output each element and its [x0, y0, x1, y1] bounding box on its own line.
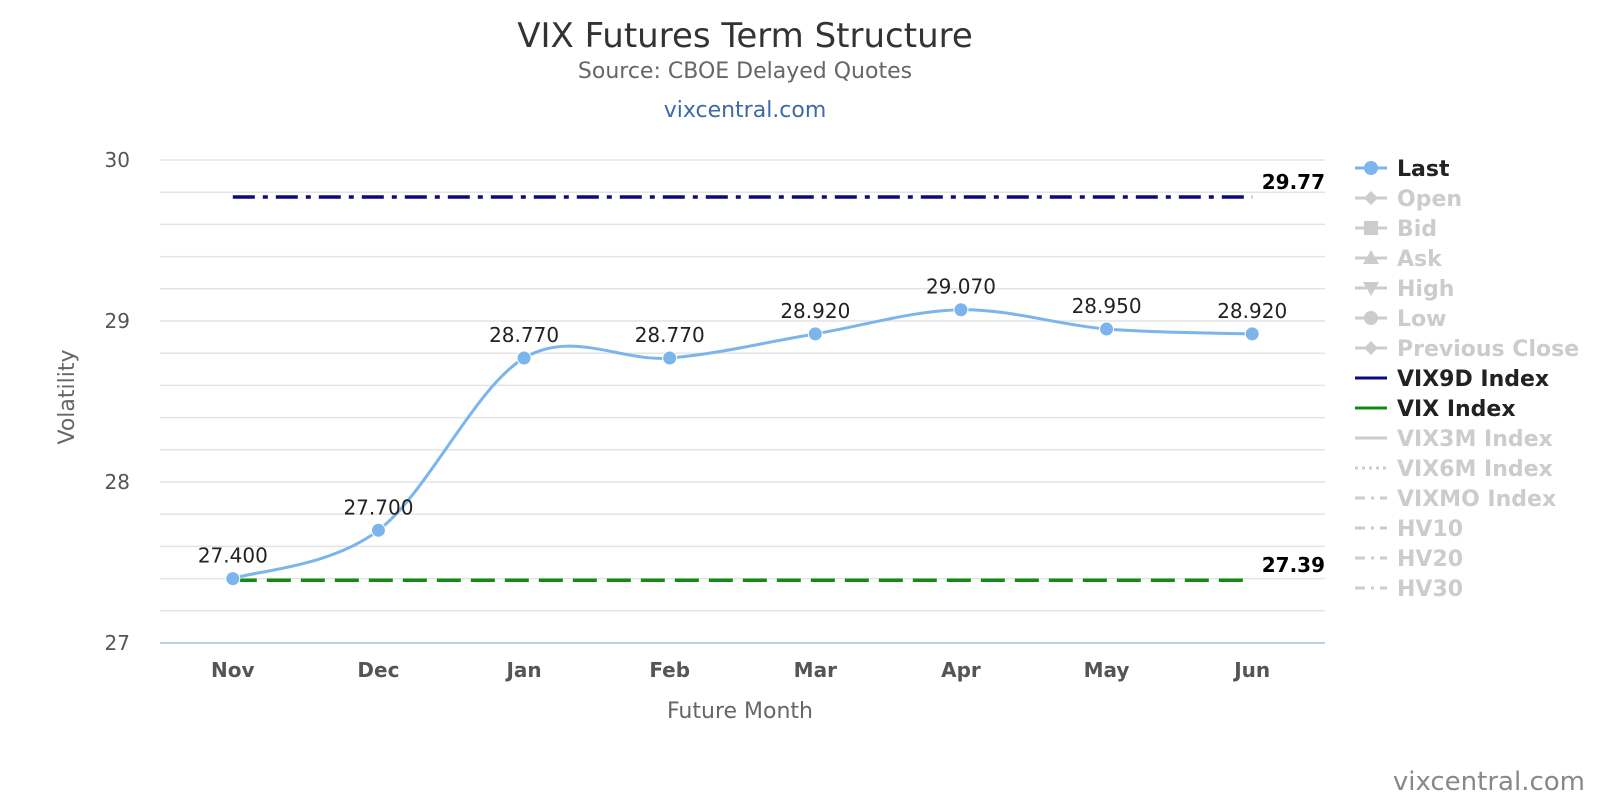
legend-item[interactable]: Previous Close: [1355, 337, 1579, 362]
reference-line-label: 29.77: [1262, 170, 1325, 194]
legend-label: HV20: [1397, 547, 1463, 572]
legend-item[interactable]: Open: [1355, 187, 1462, 212]
legend-circle-icon: [1364, 161, 1378, 175]
reference-line-label: 27.39: [1262, 553, 1325, 577]
legend-diamond-icon: [1364, 191, 1378, 205]
legend-item[interactable]: Low: [1355, 307, 1446, 332]
legend-item[interactable]: Ask: [1355, 247, 1443, 272]
legend-label: VIX6M Index: [1397, 457, 1553, 482]
legend: Last Open Bid Ask High Low Previous Close VIX9D…: [1355, 157, 1579, 602]
legend-label: Bid: [1397, 217, 1437, 242]
legend-label: VIX3M Index: [1397, 427, 1553, 452]
grid-lines: [160, 159, 1325, 644]
y-tick-label: 28: [105, 470, 130, 494]
y-axis-ticks: 27 28 29 30: [105, 148, 130, 655]
legend-label: Last: [1397, 157, 1450, 182]
data-label: 27.700: [343, 495, 413, 519]
legend-triangle-down-icon: [1363, 282, 1379, 296]
legend-label: HV10: [1397, 517, 1463, 542]
x-axis-ticks: Nov Dec Jan Feb Mar Apr May Jun: [211, 658, 1270, 682]
reference-lines: 29.77 27.39: [232, 170, 1325, 582]
x-tick-label: Dec: [357, 658, 399, 682]
data-label: 27.400: [198, 544, 268, 568]
x-tick-label: Jan: [504, 658, 541, 682]
x-tick-label: Apr: [941, 658, 981, 682]
y-tick-label: 29: [105, 309, 130, 333]
legend-label: Low: [1397, 307, 1446, 332]
legend-item[interactable]: VIXMO Index: [1355, 487, 1556, 512]
legend-label: VIXMO Index: [1397, 487, 1556, 512]
legend-circle-icon: [1364, 311, 1378, 325]
y-axis-title: Volatility: [55, 349, 80, 444]
legend-label: Open: [1397, 187, 1462, 212]
data-label: 28.950: [1072, 294, 1142, 318]
legend-label: VIX9D Index: [1397, 367, 1549, 392]
legend-label: Ask: [1397, 247, 1443, 272]
legend-label: VIX Index: [1397, 397, 1516, 422]
data-point: [953, 302, 969, 318]
x-tick-label: Nov: [211, 658, 255, 682]
y-tick-label: 27: [105, 631, 130, 655]
legend-triangle-icon: [1363, 250, 1379, 264]
x-axis-title: Future Month: [667, 699, 813, 724]
legend-item[interactable]: HV20: [1355, 547, 1463, 572]
x-tick-label: Jun: [1232, 658, 1270, 682]
legend-square-icon: [1364, 221, 1378, 235]
chart-subtitle: Source: CBOE Delayed Quotes: [578, 59, 912, 84]
data-point: [807, 326, 823, 342]
series-lines: [225, 302, 1260, 587]
legend-item[interactable]: VIX6M Index: [1355, 457, 1553, 482]
legend-label: Previous Close: [1397, 337, 1579, 362]
data-point: [662, 350, 678, 366]
legend-item[interactable]: VIX3M Index: [1355, 427, 1553, 452]
legend-item[interactable]: HV10: [1355, 517, 1463, 542]
data-label: 28.770: [489, 323, 559, 347]
data-label: 29.070: [926, 275, 996, 299]
legend-item[interactable]: Bid: [1355, 217, 1437, 242]
legend-item[interactable]: HV30: [1355, 577, 1463, 602]
data-label: 28.920: [1217, 299, 1287, 323]
legend-label: High: [1397, 277, 1454, 302]
chart-title: VIX Futures Term Structure: [517, 16, 973, 56]
legend-item[interactable]: High: [1355, 277, 1454, 302]
y-tick-label: 30: [105, 148, 130, 172]
legend-diamond-icon: [1364, 341, 1378, 355]
legend-item[interactable]: Last: [1355, 157, 1450, 182]
legend-item[interactable]: VIX9D Index: [1355, 367, 1549, 392]
data-point: [516, 350, 532, 366]
data-label: 28.770: [635, 323, 705, 347]
x-tick-label: Feb: [649, 658, 690, 682]
data-point: [1099, 321, 1115, 337]
x-tick-label: May: [1084, 658, 1130, 682]
vixcentral-link[interactable]: vixcentral.com: [664, 98, 827, 123]
watermark: vixcentral.com: [1393, 767, 1585, 797]
data-label: 28.920: [780, 299, 850, 323]
data-point: [225, 571, 241, 587]
x-tick-label: Mar: [794, 658, 837, 682]
series-line: [232, 308, 1253, 581]
data-point: [1244, 326, 1260, 342]
legend-label: HV30: [1397, 577, 1463, 602]
legend-item[interactable]: VIX Index: [1355, 397, 1516, 422]
data-labels: 27.400 27.700 28.770 28.770 28.920 29.070 28.9…: [198, 275, 1287, 568]
data-point: [370, 522, 386, 538]
